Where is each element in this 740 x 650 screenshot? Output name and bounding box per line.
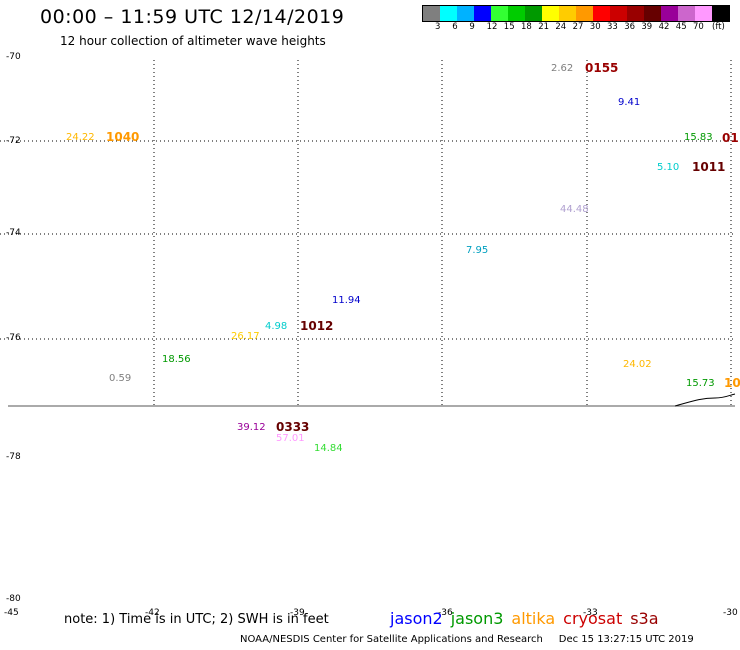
swh-value: 44.48 [560, 204, 589, 215]
lon-label: -33 [583, 608, 598, 618]
colorbar-swatch [695, 6, 712, 21]
swh-value: 4.98 [265, 321, 288, 332]
pass-time: 1011 [692, 160, 726, 174]
colorbar-label: 21 [538, 22, 550, 32]
swh-value: 11.94 [332, 295, 361, 306]
colorbar-label: 18 [521, 22, 532, 32]
swh-value: 57.01 [276, 433, 305, 444]
lat-label: -70 [6, 52, 21, 62]
colorbar-label: 42 [658, 22, 670, 32]
colorbar-unit: (ft) [712, 22, 725, 32]
pass-time: 0155 [585, 61, 619, 75]
map-subtitle: 12 hour collection of altimeter wave hei… [60, 34, 326, 48]
colorbar-swatch [610, 6, 627, 21]
legend-s3a: s3a [630, 609, 659, 628]
lat-label: -78 [6, 452, 21, 462]
colorbar-label: 36 [624, 22, 636, 32]
swh-value: 24.02 [623, 359, 652, 370]
colorbar-swatch [508, 6, 525, 21]
colorbar-label: 24 [555, 22, 567, 32]
colorbar-swatch [457, 6, 474, 21]
lon-label: -30 [723, 608, 738, 618]
colorbar-swatch [525, 6, 542, 21]
pass-time: 10 [724, 376, 740, 390]
colorbar-swatch [559, 6, 576, 21]
legend-altika: altika [511, 609, 556, 628]
colorbar-swatch [491, 6, 508, 21]
colorbar-label: 30 [589, 22, 601, 32]
swh-value: 15.83 [684, 132, 713, 143]
coastline [674, 393, 736, 407]
swh-value: 5.10 [657, 162, 680, 173]
satellite-legend: jason2 jason3 altika cryosat s3a [390, 609, 659, 628]
colorbar-label: 6 [452, 22, 458, 32]
swh-value: 18.56 [162, 354, 191, 365]
credit-text: NOAA/NESDIS Center for Satellite Applica… [240, 634, 543, 645]
colorbar-label: 33 [607, 22, 618, 32]
legend-jason3: jason3 [450, 609, 504, 628]
colorbar-swatch [593, 6, 610, 21]
colorbar-label: 3 [435, 22, 441, 32]
swh-value: 7.95 [466, 245, 489, 256]
legend-jason2: jason2 [390, 609, 443, 628]
colorbar-swatch [712, 6, 729, 21]
lon-label: -45 [4, 608, 19, 618]
lat-label: -80 [6, 594, 21, 604]
lon-label: -39 [290, 608, 305, 618]
timestamp: Dec 15 13:27:15 UTC 2019 [558, 634, 694, 645]
colorbar-label: 70 [693, 22, 704, 32]
footer-credit: NOAA/NESDIS Center for Satellite Applica… [240, 634, 694, 645]
colorbar-swatch [661, 6, 678, 21]
colorbar-label: 27 [572, 22, 584, 32]
lat-label: -74 [6, 228, 21, 238]
pass-time: 1040 [106, 130, 140, 144]
colorbar-swatch [644, 6, 661, 21]
colorbar-swatch [678, 6, 695, 21]
swh-value: 26.17 [231, 331, 260, 342]
colorbar-swatch [576, 6, 593, 21]
swh-value: 0.59 [109, 373, 132, 384]
colorbar-swatch [423, 6, 440, 21]
lat-label: -76 [6, 333, 21, 343]
pass-time: 01 [722, 131, 739, 145]
lon-label: -36 [438, 608, 453, 618]
legend-cryosat: cryosat [563, 609, 623, 628]
colorbar-labels: 3 6 9 12 15 18 21 24 27 30 33 36 39 42 45 70 [422, 22, 722, 34]
swh-value: 15.73 [686, 378, 715, 389]
colorbar-swatch [627, 6, 644, 21]
swh-value: 24.22 [66, 132, 95, 143]
pass-time: 1012 [300, 319, 334, 333]
colorbar-label: 39 [641, 22, 653, 32]
footer-note: note: 1) Time is in UTC; 2) SWH is in fe… [64, 612, 329, 627]
swh-value: 9.41 [618, 97, 641, 108]
wave-height-colorbar [422, 5, 730, 22]
colorbar-label: 15 [503, 22, 515, 32]
colorbar-label: 9 [469, 22, 475, 32]
swh-value: 14.84 [314, 443, 343, 454]
colorbar-swatch [542, 6, 559, 21]
lat-label: -72 [6, 136, 21, 146]
swh-value: 39.12 [237, 422, 266, 433]
colorbar-swatch [474, 6, 491, 21]
colorbar-label: 12 [486, 22, 498, 32]
map-title: 00:00 – 11:59 UTC 12/14/2019 [40, 6, 345, 28]
colorbar-label: 45 [675, 22, 687, 32]
swh-value: 2.62 [551, 63, 574, 74]
colorbar-swatch [440, 6, 457, 21]
pass-time: 0333 [276, 420, 310, 434]
lon-label: -42 [145, 608, 160, 618]
